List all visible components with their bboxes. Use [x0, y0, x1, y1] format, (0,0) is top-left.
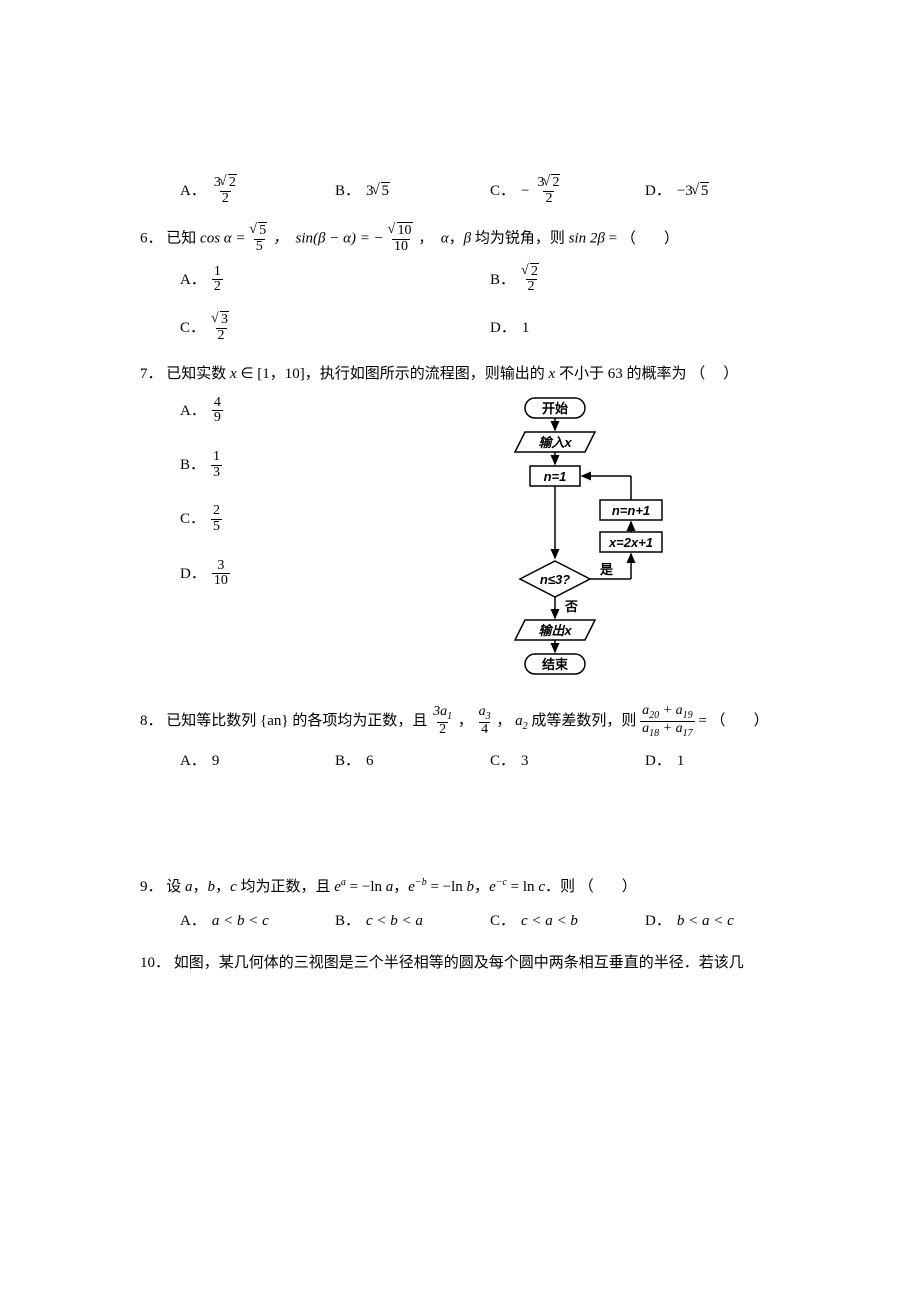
svg-text:结束: 结束 — [542, 657, 569, 672]
q7-stem: 7． 已知实数 x ∈ [1，10]，执行如图所示的流程图，则输出的 x 不小于… — [140, 362, 800, 386]
exam-page: A． 322 B． 35 C． −322 D． −35 6． 已知 cos α … — [0, 0, 920, 1045]
q9-opt-d: D．b < a < c — [645, 909, 800, 933]
q8-stem: 8． 已知等比数列 {an} 的各项均为正数，且 3a12 ， a34 ， a2… — [140, 704, 800, 740]
q9-opt-c: C．c < a < b — [490, 909, 645, 933]
svg-text:输入x: 输入x — [538, 435, 572, 450]
q9-opt-a: A．a < b < c — [180, 909, 335, 933]
q7-body: A．49 B．13 C．25 D．310 开始 输入x — [180, 396, 800, 686]
q7-options: A．49 B．13 C．25 D．310 — [180, 396, 360, 686]
svg-text:n=1: n=1 — [544, 469, 567, 484]
q5-opt-a: A． 322 — [180, 176, 335, 206]
q9-options: A．a < b < c B．c < b < a C．c < a < b D．b … — [180, 909, 800, 933]
svg-text:否: 否 — [564, 599, 578, 614]
q9-stem: 9． 设 a，b，c 均为正数，且 ea = −ln a，e−b = −ln b… — [140, 875, 800, 899]
q8-opt-d: D．1 — [645, 749, 800, 773]
q8-opt-c: C．3 — [490, 749, 645, 773]
q6-opt-c: C． 32 — [180, 313, 490, 343]
flowchart: 开始 输入x n=1 n=n+1 x=2x+1 n — [470, 396, 690, 686]
q6-options-row1: A． 12 B． 22 — [180, 265, 800, 295]
svg-text:是: 是 — [599, 562, 614, 577]
q6-opt-a: A． 12 — [180, 265, 490, 295]
q6-options-row2: C． 32 D． 1 — [180, 313, 800, 343]
svg-text:开始: 开始 — [542, 401, 568, 416]
q6-opt-d: D． 1 — [490, 313, 800, 343]
q9-opt-b: B．c < b < a — [335, 909, 490, 933]
q6-opt-b: B． 22 — [490, 265, 800, 295]
q7-opt-b: B．13 — [180, 450, 360, 480]
q5-opt-b: B． 35 — [335, 176, 490, 206]
q5-options: A． 322 B． 35 C． −322 D． −35 — [180, 176, 800, 206]
q6-stem: 6． 已知 cos α = 55 ， sin(β − α) = − 1010 ，… — [140, 224, 800, 254]
svg-text:x=2x+1: x=2x+1 — [608, 535, 653, 550]
q8-opt-b: B．6 — [335, 749, 490, 773]
q7-opt-a: A．49 — [180, 396, 360, 426]
q10-stem: 10． 如图，某几何体的三视图是三个半径相等的圆及每个圆中两条相互垂直的半径．若… — [140, 951, 800, 975]
svg-text:n=n+1: n=n+1 — [612, 503, 650, 518]
q7-opt-d: D．310 — [180, 559, 360, 589]
q8-opt-a: A．9 — [180, 749, 335, 773]
q8-options: A．9 B．6 C．3 D．1 — [180, 749, 800, 773]
svg-text:n≤3?: n≤3? — [540, 572, 570, 587]
svg-text:输出x: 输出x — [538, 623, 572, 638]
q7-opt-c: C．25 — [180, 504, 360, 534]
q5-opt-d: D． −35 — [645, 176, 800, 206]
q5-opt-c: C． −322 — [490, 176, 645, 206]
